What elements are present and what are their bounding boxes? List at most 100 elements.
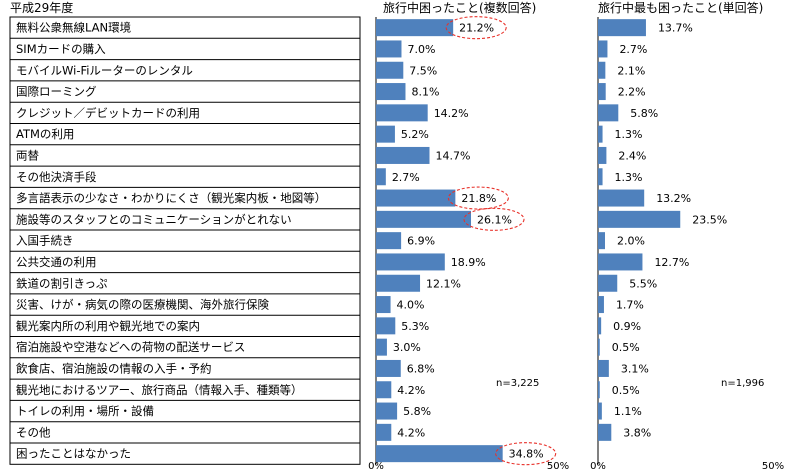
bar — [376, 189, 456, 207]
bar — [598, 104, 619, 122]
bar — [376, 83, 406, 101]
bar — [598, 40, 608, 58]
sample-size-single: n=1,996 — [721, 378, 764, 389]
category-label: 災害、けが・病気の際の医療機関、海外旅行保険 — [16, 298, 269, 312]
bar — [376, 274, 421, 292]
bar — [598, 423, 612, 441]
data-label: 6.9% — [407, 235, 435, 248]
data-label: 7.5% — [409, 64, 437, 77]
category-label: ATMの利用 — [16, 127, 74, 141]
bar — [376, 317, 396, 335]
data-label: 13.2% — [656, 192, 691, 205]
chart-multiple-answer: 21.2% 7.0% 7.5% 8.1% 14.2% 5.2% 14.7% 2.7% 21.8%… — [368, 16, 569, 472]
data-label: 2.0% — [617, 235, 645, 248]
data-label: 4.2% — [397, 384, 425, 397]
category-label: クレジット／デビットカードの利用 — [16, 106, 200, 120]
data-label: 5.3% — [401, 320, 429, 333]
bar — [376, 423, 392, 441]
bar — [598, 338, 600, 356]
category-label: 困ったことはなかった — [16, 447, 131, 461]
bar — [598, 210, 681, 228]
data-label: 21.2% — [459, 22, 494, 35]
bar — [598, 19, 646, 37]
data-label: 3.0% — [393, 341, 421, 354]
bar — [598, 189, 645, 207]
highlight-circle — [445, 16, 507, 40]
highlight-circle — [463, 207, 525, 231]
data-label: 2.2% — [618, 86, 646, 99]
bar — [598, 83, 606, 101]
bar — [376, 61, 404, 79]
data-label: 1.7% — [616, 299, 644, 312]
data-label: 34.8% — [509, 448, 544, 461]
data-label: 23.5% — [692, 213, 727, 226]
data-label: 26.1% — [477, 213, 512, 226]
data-label: 8.1% — [411, 86, 439, 99]
category-label: トイレの利用・場所・設備 — [16, 404, 154, 418]
bar — [376, 210, 472, 228]
bar — [598, 317, 602, 335]
data-label: 5.5% — [629, 277, 657, 290]
data-label: 3.1% — [621, 362, 649, 375]
category-label: 入国手続き — [16, 234, 74, 248]
bar — [598, 125, 603, 143]
highlight-circle — [495, 442, 557, 466]
bar — [598, 274, 618, 292]
data-label: 1.1% — [614, 405, 642, 418]
chart-title-single: 旅行中最も困ったこと(単回答) — [598, 0, 763, 15]
data-label: 12.7% — [654, 256, 689, 269]
bar — [376, 19, 454, 37]
data-label: 18.9% — [451, 256, 486, 269]
category-label: 国際ローミング — [16, 85, 97, 99]
category-label: 観光案内所の利用や観光地での案内 — [16, 319, 200, 333]
category-label: 施設等のスタッフとのコミュニケーションがとれない — [16, 212, 292, 226]
data-label: 2.7% — [392, 171, 420, 184]
data-label: 5.8% — [630, 107, 658, 120]
data-label: 7.0% — [407, 43, 435, 56]
data-label: 14.7% — [436, 149, 471, 162]
category-label: 多言語表示の少なさ・わかりにくさ（観光案内板・地図等） — [16, 191, 326, 205]
bar — [376, 296, 391, 314]
category-label: 観光地におけるツアー、旅行商品（情報入手、種類等） — [16, 383, 302, 397]
tick-label: 0% — [590, 461, 606, 472]
bar — [376, 104, 428, 122]
data-label: 14.2% — [434, 107, 469, 120]
bar — [598, 168, 603, 186]
category-label: 飲食店、宿泊施設の情報の入手・予約 — [16, 361, 212, 375]
table-frame — [9, 16, 361, 465]
category-label: 公共交通の利用 — [16, 255, 97, 269]
highlight-circle — [447, 186, 509, 210]
data-label: 2.7% — [619, 43, 647, 56]
data-label: 5.8% — [403, 405, 431, 418]
category-label: 無料公衆無線LAN環境 — [16, 21, 131, 35]
category-label: その他 — [16, 425, 51, 439]
data-label: 12.1% — [426, 277, 461, 290]
bar — [598, 402, 602, 420]
bar — [598, 232, 605, 250]
data-label: 3.8% — [623, 426, 651, 439]
chart-title-multiple: 旅行中困ったこと(複数回答) — [383, 0, 536, 15]
data-label: 4.2% — [397, 426, 425, 439]
data-label: 21.8% — [461, 192, 496, 205]
tick-label: 50% — [762, 461, 784, 472]
bar — [376, 40, 402, 58]
bar — [376, 168, 386, 186]
data-label: 0.5% — [612, 384, 640, 397]
bar — [598, 253, 643, 271]
category-label: 鉄道の割引きっぷ — [16, 276, 108, 290]
tick-label: 50% — [547, 461, 569, 472]
bar — [598, 381, 600, 399]
data-label: 1.3% — [615, 128, 643, 141]
bar — [598, 359, 609, 377]
tick-label: 0% — [368, 461, 384, 472]
bar — [376, 402, 398, 420]
bar — [598, 146, 607, 164]
category-table: 無料公衆無線LAN環境 SIMカードの購入モバイルWi-Fiルーターのレンタル国際… — [9, 16, 361, 465]
bar — [376, 381, 392, 399]
data-label: 0.9% — [613, 320, 641, 333]
bar — [376, 146, 430, 164]
chart-single-answer: 13.7% 2.7% 2.1% 2.2% 5.8% 1.3% 2.4% 1.3% 13.2%23… — [590, 17, 784, 472]
bar — [376, 338, 387, 356]
data-label: 5.2% — [401, 128, 429, 141]
